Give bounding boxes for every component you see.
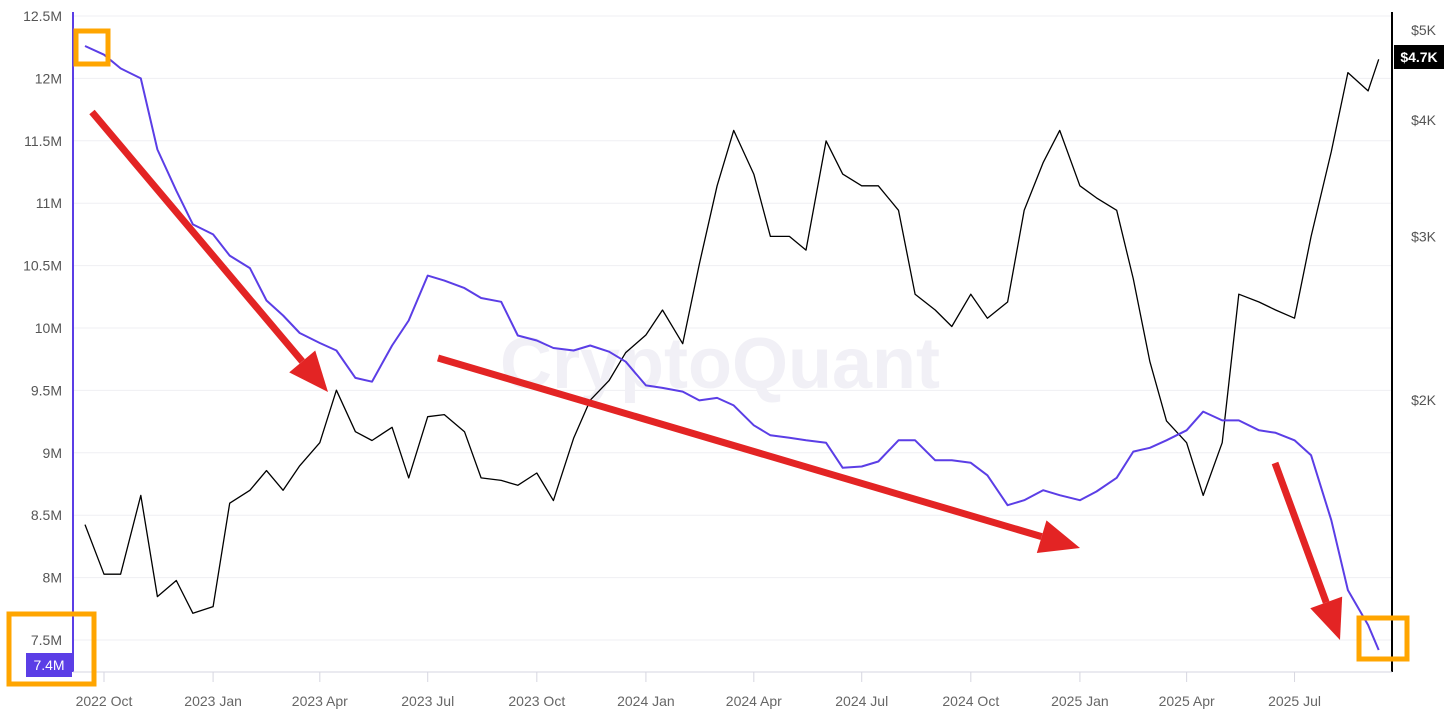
red-arrow bbox=[437, 354, 1080, 553]
right-tick-label: $2K bbox=[1411, 392, 1437, 408]
left-tick-label: 9.5M bbox=[31, 382, 62, 398]
x-tick-label: 2024 Jul bbox=[835, 693, 888, 709]
gridlines bbox=[73, 15, 1392, 641]
right-tick-label: $3K bbox=[1411, 228, 1437, 244]
reserve-line bbox=[84, 45, 1380, 651]
left-axis-ticks: 12.5M 12M 11.5M 11M 10.5M 10M 9.5M 9M 8.5M 8M 7.5M bbox=[23, 8, 62, 648]
x-tick-label: 2025 Jul bbox=[1268, 693, 1321, 709]
annotation-boxes bbox=[6, 28, 1410, 687]
x-axis-ticks: 2022 Oct 2023 Jan 2023 Apr 2023 Jul 2023 Oct… bbox=[76, 672, 1321, 709]
x-tick-label: 2023 Jan bbox=[184, 693, 242, 709]
x-tick-label: 2025 Apr bbox=[1159, 693, 1215, 709]
left-tick-label: 10M bbox=[35, 320, 62, 336]
left-current-label: 7.4M bbox=[26, 653, 72, 677]
right-axis-ticks: $5K $4K $3K $2K bbox=[1411, 22, 1437, 408]
right-tick-label: $5K bbox=[1411, 22, 1437, 38]
left-tick-label: 9M bbox=[43, 445, 62, 461]
right-current-label: $4.7K bbox=[1394, 45, 1444, 69]
x-tick-label: 2025 Jan bbox=[1051, 693, 1109, 709]
left-tick-label: 11.5M bbox=[24, 133, 62, 149]
left-current-value: 7.4M bbox=[33, 657, 64, 673]
red-arrow bbox=[1271, 461, 1343, 640]
series-lines bbox=[84, 45, 1380, 651]
left-tick-label: 12.5M bbox=[23, 8, 62, 24]
x-tick-label: 2023 Jul bbox=[401, 693, 454, 709]
highlight-box bbox=[6, 611, 97, 687]
right-current-value: $4.7K bbox=[1400, 49, 1437, 65]
x-tick-label: 2023 Apr bbox=[292, 693, 348, 709]
left-tick-label: 11M bbox=[36, 195, 62, 211]
x-tick-label: 2024 Jan bbox=[617, 693, 675, 709]
right-tick-label: $4K bbox=[1411, 112, 1437, 128]
highlight-box bbox=[1356, 615, 1410, 662]
highlight-box bbox=[73, 28, 111, 67]
x-tick-label: 2023 Oct bbox=[508, 693, 565, 709]
x-tick-label: 2024 Apr bbox=[726, 693, 782, 709]
left-tick-label: 8.5M bbox=[31, 507, 62, 523]
left-tick-label: 12M bbox=[35, 70, 62, 86]
watermark: CryptoQuant bbox=[500, 324, 940, 404]
left-tick-label: 8M bbox=[43, 570, 62, 586]
x-tick-label: 2022 Oct bbox=[76, 693, 133, 709]
price-line bbox=[84, 59, 1380, 614]
x-tick-label: 2024 Oct bbox=[942, 693, 999, 709]
red-arrow bbox=[89, 109, 328, 392]
left-tick-label: 10.5M bbox=[23, 258, 62, 274]
annotation-arrows bbox=[89, 109, 1343, 640]
left-tick-label: 7.5M bbox=[31, 632, 62, 648]
